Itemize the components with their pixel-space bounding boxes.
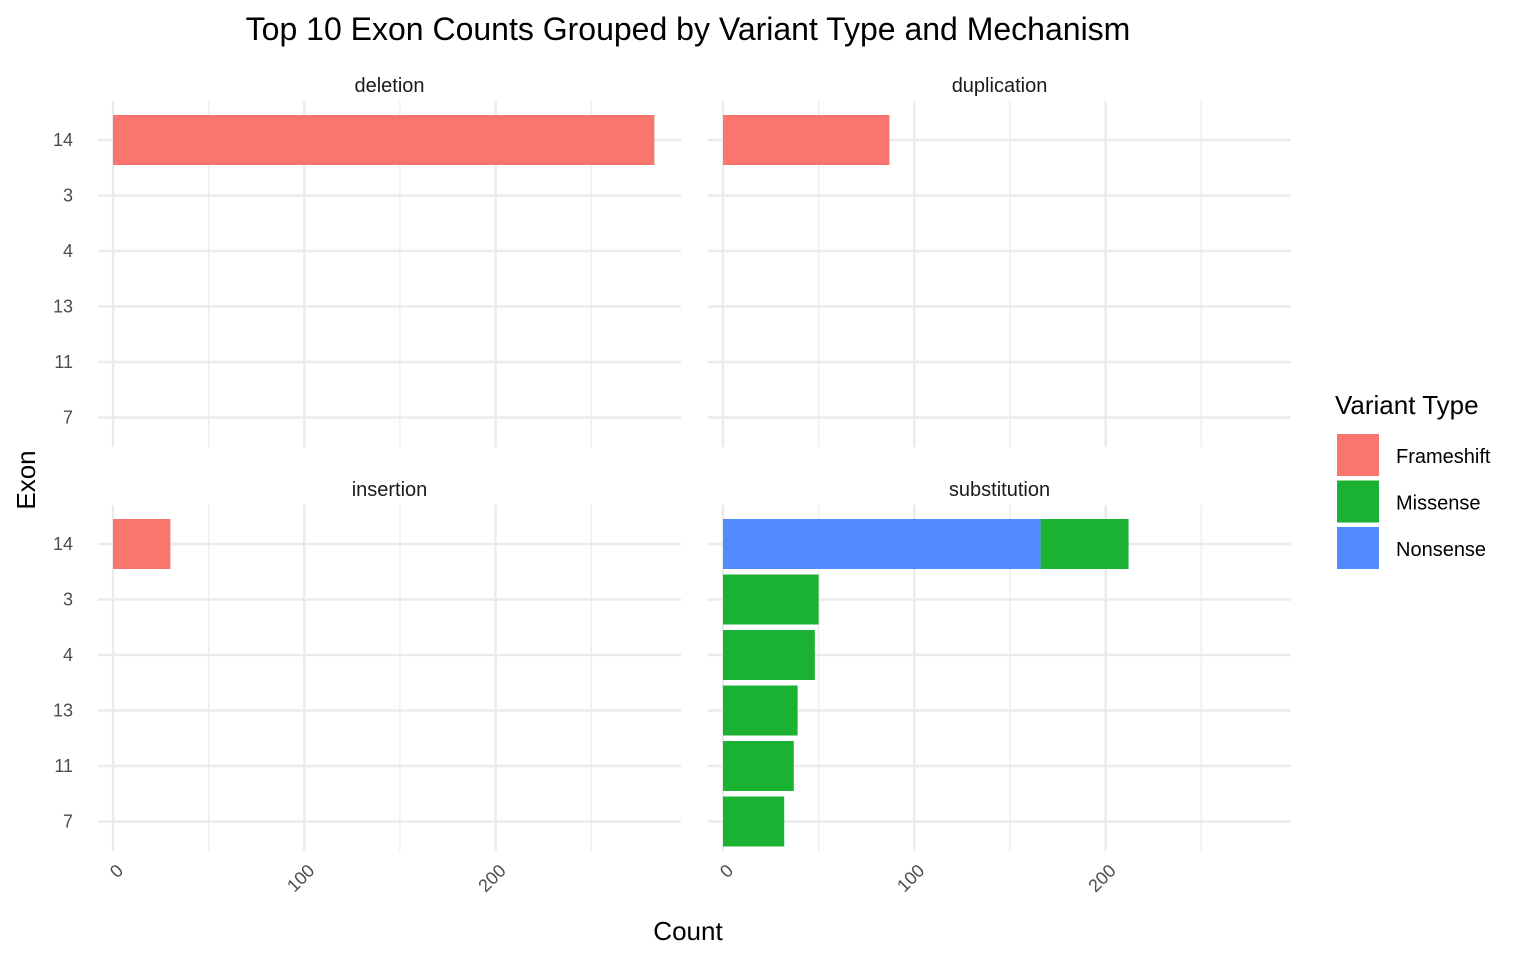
y-tick-label: 13 xyxy=(53,701,73,721)
legend-title: Variant Type xyxy=(1335,390,1479,420)
y-tick-label: 14 xyxy=(53,534,73,554)
y-axis-title: Exon xyxy=(11,450,41,509)
legend-items: Frameshift Missense Nonsense xyxy=(1337,434,1491,569)
legend-label: Nonsense xyxy=(1396,539,1486,561)
y-tick-label: 3 xyxy=(63,186,73,206)
bar-substitution-exon-7-missense xyxy=(723,796,785,847)
x-tick-label: 0 xyxy=(106,861,127,882)
y-tick-label: 11 xyxy=(54,352,73,372)
x-tick-label: 200 xyxy=(474,861,509,896)
facet-panel-deletion: deletion 14 3 4 13 11 7 xyxy=(53,75,681,447)
y-tick-label: 4 xyxy=(63,645,73,665)
y-tick-label: 7 xyxy=(63,408,73,428)
bar-substitution-exon-14-nonsense xyxy=(723,519,1041,569)
y-tick-label: 3 xyxy=(63,590,73,610)
legend-key-nonsense xyxy=(1337,527,1379,569)
x-tick-label: 200 xyxy=(1084,861,1119,896)
bar-deletion-exon-14-frameshift xyxy=(113,115,655,165)
legend-key-frameshift xyxy=(1337,434,1379,476)
bar-substitution-exon-3-missense xyxy=(723,574,819,625)
facet-panels: deletion 14 3 4 13 11 7 duplication insertion 14 3… xyxy=(53,75,1291,896)
facet-strip-label: substitution xyxy=(949,479,1050,501)
bar-insertion-exon-14-frameshift xyxy=(113,519,171,569)
x-tick-label: 100 xyxy=(893,861,928,896)
y-tick-label: 14 xyxy=(53,130,73,150)
legend: Variant Type Frameshift Missense Nonsense xyxy=(1335,390,1491,569)
legend-label: Frameshift xyxy=(1396,446,1491,468)
y-tick-label: 13 xyxy=(53,297,73,317)
bar-substitution-exon-11-missense xyxy=(723,741,794,791)
legend-label: Missense xyxy=(1396,493,1480,515)
facet-strip-label: insertion xyxy=(352,479,428,501)
facet-panel-duplication: duplication xyxy=(708,75,1291,447)
y-tick-label: 7 xyxy=(63,812,73,832)
bar-substitution-exon-4-missense xyxy=(723,630,815,680)
bar-substitution-exon-13-missense xyxy=(723,685,798,736)
y-tick-label: 4 xyxy=(63,241,73,261)
y-tick-label: 11 xyxy=(54,756,73,776)
x-axis-title: Count xyxy=(653,916,723,946)
x-tick-label: 0 xyxy=(716,861,737,882)
facet-panel-insertion: insertion 14 3 4 13 11 7 0 100 200 xyxy=(53,479,681,896)
bar-duplication-exon-14-frameshift xyxy=(723,115,890,165)
facet-panel-substitution: substitution 0 100 200 xyxy=(708,479,1291,896)
facet-strip-label: deletion xyxy=(354,75,424,97)
bar-substitution-exon-14-missense xyxy=(1040,519,1129,569)
legend-key-missense xyxy=(1337,480,1379,523)
chart-title: Top 10 Exon Counts Grouped by Variant Ty… xyxy=(246,11,1131,47)
facet-strip-label: duplication xyxy=(952,75,1048,97)
x-tick-label: 100 xyxy=(283,861,318,896)
